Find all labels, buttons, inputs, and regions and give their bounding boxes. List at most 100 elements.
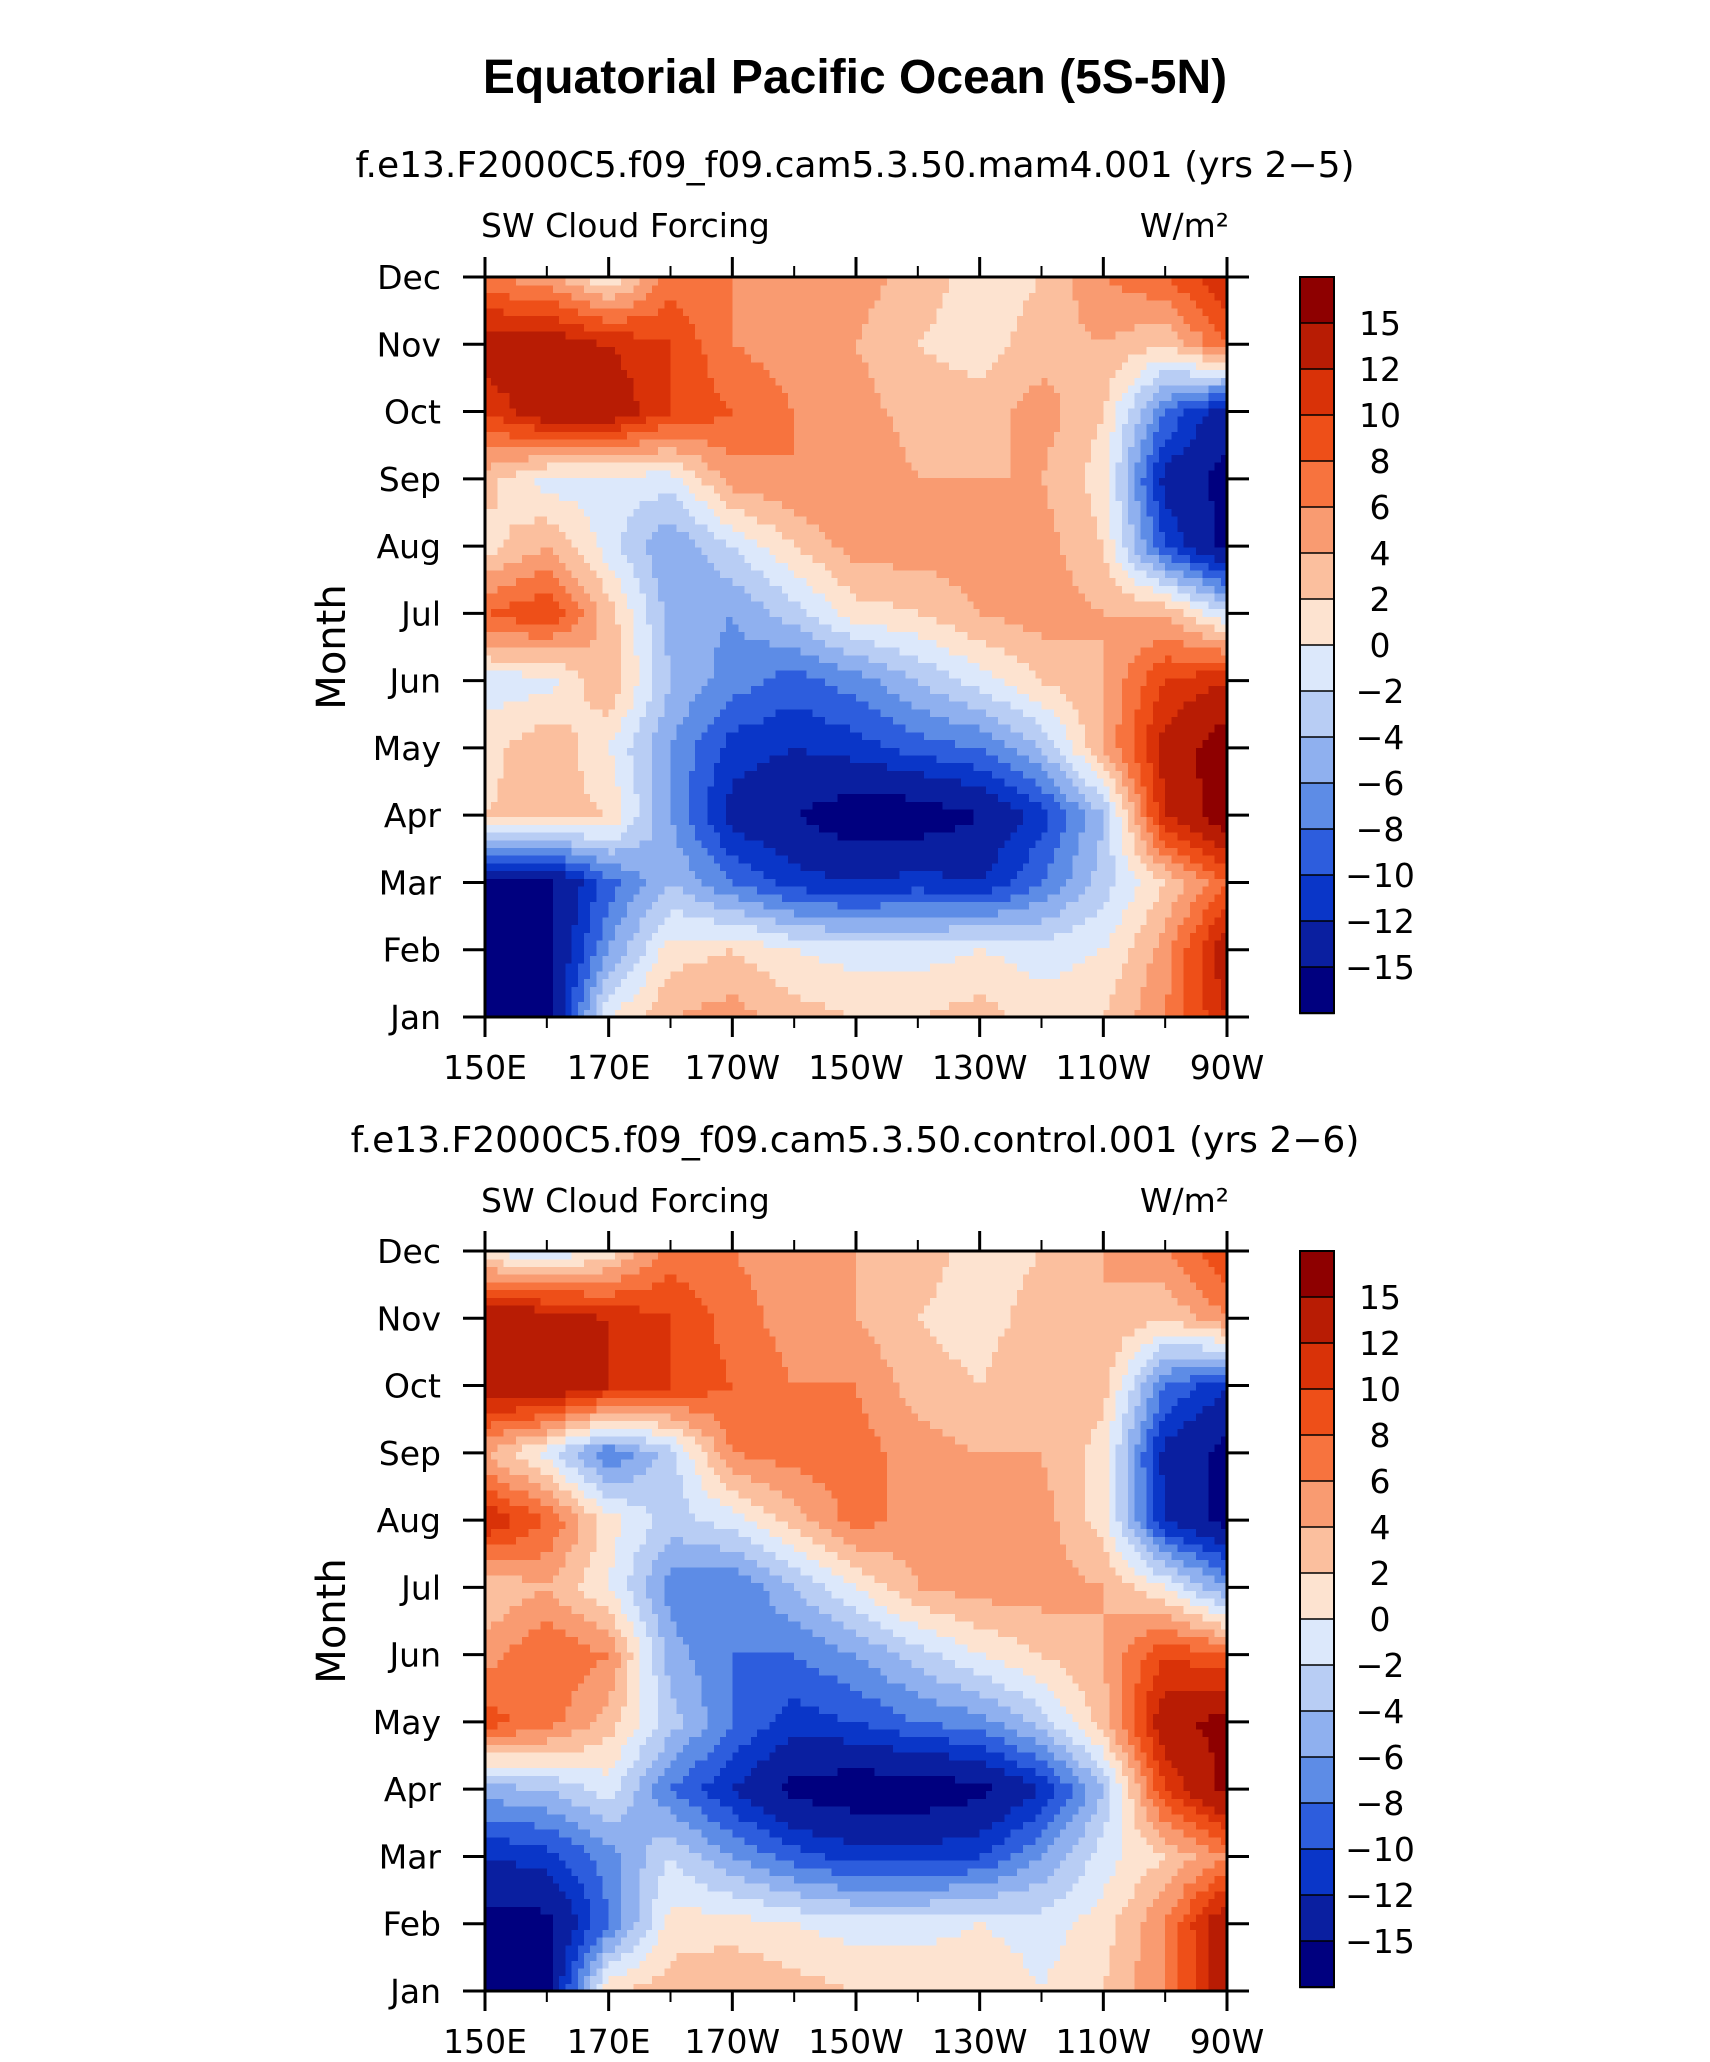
heatmap-cell xyxy=(874,1001,882,1010)
heatmap-cell xyxy=(862,754,869,764)
heatmap-cell xyxy=(540,747,548,756)
heatmap-cell xyxy=(1066,963,1074,972)
heatmap-cell xyxy=(509,963,517,972)
heatmap-cell xyxy=(843,731,851,741)
heatmap-cell xyxy=(1189,916,1197,926)
heatmap-cell xyxy=(985,816,993,825)
heatmap-cell xyxy=(1158,885,1166,895)
heatmap-cell xyxy=(862,785,869,795)
heatmap-cell xyxy=(1053,793,1061,802)
heatmap-cell xyxy=(744,993,752,1003)
heatmap-cell xyxy=(670,939,678,949)
heatmap-cell xyxy=(942,762,950,771)
heatmap-cell xyxy=(1078,1001,1086,1010)
heatmap-cell xyxy=(528,739,536,748)
heatmap-cell xyxy=(583,893,591,902)
heatmap-cell xyxy=(658,731,665,741)
heatmap-cell xyxy=(645,762,653,771)
heatmap-cell xyxy=(639,747,647,756)
heatmap-cell xyxy=(1202,855,1210,864)
heatmap-cell xyxy=(621,739,628,748)
heatmap-cell xyxy=(509,785,517,795)
heatmap-cell xyxy=(874,986,882,995)
heatmap-cell xyxy=(905,808,913,818)
heatmap-cell xyxy=(787,978,795,987)
heatmap-cell xyxy=(1152,1009,1160,1018)
heatmap-cell xyxy=(491,847,498,856)
heatmap-cell xyxy=(1004,924,1012,933)
heatmap-cell xyxy=(769,970,777,980)
heatmap-cell xyxy=(583,832,591,841)
heatmap-cell xyxy=(546,963,554,972)
heatmap-cell xyxy=(874,724,882,733)
heatmap-cell xyxy=(905,778,913,787)
heatmap-cell xyxy=(497,839,505,849)
heatmap-cell xyxy=(583,700,591,710)
heatmap-cell xyxy=(985,970,993,980)
heatmap-cell xyxy=(843,901,851,910)
heatmap-cell xyxy=(924,824,931,833)
heatmap-cell xyxy=(948,916,956,926)
heatmap-cell xyxy=(645,893,653,902)
heatmap-cell xyxy=(1196,839,1203,849)
heatmap-cell xyxy=(614,754,622,764)
heatmap-cell xyxy=(602,724,610,733)
heatmap-cell xyxy=(577,778,585,787)
heatmap-cell xyxy=(559,716,566,725)
heatmap-cell xyxy=(713,847,721,856)
heatmap-cell xyxy=(825,924,832,933)
heatmap-cell xyxy=(719,878,727,887)
heatmap-cell xyxy=(1097,878,1104,887)
heatmap-cell xyxy=(942,955,950,964)
heatmap-cell xyxy=(1152,862,1160,872)
heatmap-cell xyxy=(979,939,987,949)
heatmap-cell xyxy=(1004,978,1012,987)
heatmap-cell xyxy=(744,963,752,972)
heatmap-cell xyxy=(1202,832,1210,841)
heatmap-cell xyxy=(559,747,566,756)
heatmap-cell xyxy=(1196,963,1203,972)
heatmap-cell xyxy=(930,839,937,849)
heatmap-cell xyxy=(1060,855,1067,864)
heatmap-cell xyxy=(1097,963,1104,972)
heatmap-cell xyxy=(701,878,709,887)
heatmap-cell xyxy=(738,731,746,741)
heatmap-cell xyxy=(880,909,888,918)
heatmap-cell xyxy=(800,878,808,887)
heatmap-cell xyxy=(775,932,783,941)
heatmap-cell xyxy=(1177,878,1185,887)
heatmap-cell xyxy=(1146,739,1154,748)
heatmap-cell xyxy=(787,893,795,902)
heatmap-cell xyxy=(571,693,579,702)
heatmap-cell xyxy=(899,885,907,895)
heatmap-cell xyxy=(750,870,758,879)
heatmap-cell xyxy=(911,862,919,872)
heatmap-cell xyxy=(1109,793,1117,802)
heatmap-cell xyxy=(528,716,536,725)
heatmap-cell xyxy=(534,739,542,748)
heatmap-cell xyxy=(633,901,641,910)
heatmap-cell xyxy=(1097,916,1104,926)
heatmap-cell xyxy=(534,816,542,825)
heatmap-cell xyxy=(1097,947,1104,956)
heatmap-cell xyxy=(540,716,548,725)
heatmap-cell xyxy=(1171,963,1179,972)
heatmap-cell xyxy=(831,832,839,841)
heatmap-cell xyxy=(1196,716,1203,725)
heatmap-cell xyxy=(911,847,919,856)
heatmap-cell xyxy=(911,963,919,972)
heatmap-cell xyxy=(948,839,956,849)
heatmap-cell xyxy=(1066,893,1074,902)
heatmap-cell xyxy=(973,870,981,879)
heatmap-cell xyxy=(862,862,869,872)
heatmap-cell xyxy=(1029,939,1036,949)
heatmap-cell xyxy=(880,808,888,818)
heatmap-cell xyxy=(676,932,684,941)
heatmap-cell xyxy=(621,708,628,717)
heatmap-cell xyxy=(682,747,690,756)
heatmap-cell xyxy=(1016,978,1024,987)
heatmap-cell xyxy=(849,847,857,856)
heatmap-cell xyxy=(992,947,999,956)
heatmap-cell xyxy=(676,993,684,1003)
heatmap-cell xyxy=(1016,963,1024,972)
